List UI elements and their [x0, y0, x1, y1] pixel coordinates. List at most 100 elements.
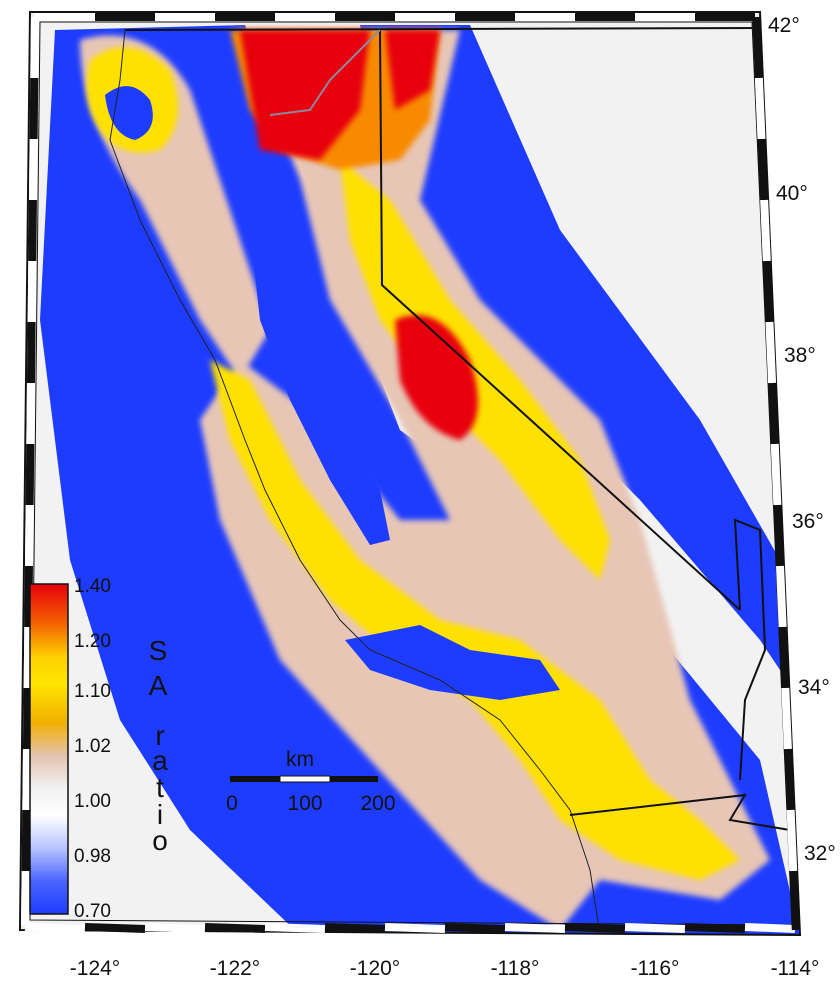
state-border-north: [124, 27, 761, 31]
frame-tick: [773, 504, 785, 567]
frame-tick: [144, 923, 206, 933]
frame-tick: [770, 443, 782, 506]
frame-tick: [29, 77, 39, 140]
frame-tick: [23, 626, 33, 689]
frame-tick: [324, 923, 386, 933]
frame-tick: [24, 504, 34, 567]
frame-tick: [765, 321, 777, 384]
frame-tick: [504, 923, 566, 933]
longitude-tick-label: -116°: [631, 957, 680, 980]
coastline: [109, 29, 601, 935]
river: [269, 29, 381, 116]
frame-tick: [28, 199, 37, 262]
latitude-tick-label: 40°: [776, 182, 808, 205]
frame-tick: [757, 138, 769, 201]
international-border: [569, 793, 791, 831]
scale-bar-segment: [330, 776, 378, 782]
frame-tick: [781, 687, 792, 750]
frame-outer: [18, 11, 802, 937]
scale-bar-segment: [279, 775, 331, 783]
amplification-coastal: [210, 360, 740, 880]
high-ratio-core-central: [395, 315, 478, 440]
high-ratio-core-north: [240, 30, 370, 160]
frame-tick: [25, 443, 35, 506]
frame-tick: [22, 748, 31, 811]
legend-tick-label: 1.20: [74, 631, 111, 652]
frame-tick: [384, 923, 446, 933]
frame-tick: [27, 260, 37, 323]
frame-tick: [24, 923, 86, 933]
frame-tick: [762, 260, 774, 323]
latitude-labels: 42° 40° 38° 36° 34° 32°: [768, 14, 836, 865]
frame-tick: [26, 382, 35, 445]
latitude-tick-label: 32°: [804, 842, 836, 865]
legend-tick-label: 1.02: [74, 736, 111, 757]
frame-tick: [22, 687, 32, 750]
frame-tick: [776, 565, 787, 628]
scale-bar: km 0 100 200: [226, 748, 395, 815]
low-ratio-band-east: [360, 25, 800, 700]
high-ratio-core-northeast: [385, 30, 440, 110]
legend-tick-label: 1.10: [74, 681, 111, 702]
frame-tick: [754, 77, 766, 140]
frame-tick: [760, 199, 771, 262]
frame-tick: [624, 923, 686, 933]
legend-labels: 1.40 1.20 1.10 1.02 1.00 0.98 0.70: [74, 576, 111, 922]
legend-title-letter: r: [155, 720, 164, 751]
latitude-tick-label: 34°: [798, 676, 830, 699]
state-border-colorado-river: [733, 518, 767, 781]
frame-tick: [26, 321, 36, 384]
low-ratio-transverse-ranges: [345, 625, 560, 700]
longitude-tick-label: -114°: [771, 957, 820, 980]
legend-tick-label: 0.98: [74, 846, 111, 867]
frame-tick: [28, 138, 38, 201]
longitude-labels: -124° -122° -120° -118° -116° -114°: [70, 957, 820, 980]
frame-tick: [783, 748, 795, 811]
frame-tick: [21, 809, 31, 872]
low-ratio-central-valley: [250, 230, 390, 545]
longitude-tick-label: -124°: [70, 957, 120, 980]
frame-tick: [789, 870, 800, 931]
frame-tick: [564, 923, 626, 933]
frame-tick: [24, 565, 33, 628]
legend-title-letter: a: [152, 745, 168, 776]
scale-bar-label: 200: [360, 792, 395, 815]
legend-title-letter: S: [149, 635, 168, 666]
scale-bar-label: 0: [226, 792, 238, 815]
legend-title-letter: i: [157, 799, 163, 830]
latitude-tick-label: 36°: [792, 510, 824, 533]
longitude-tick-label: -120°: [350, 957, 400, 980]
frame-tick: [786, 809, 798, 872]
frame-tick: [20, 870, 30, 926]
frame-tick: [30, 16, 39, 79]
longitude-tick-label: -122°: [210, 957, 260, 980]
frame-tick: [204, 923, 266, 933]
frame-tick: [752, 16, 763, 79]
frame-ticks: [20, 13, 800, 933]
frame-tick: [768, 382, 779, 445]
frame-tick: [84, 923, 146, 933]
ratio-halo-central: [200, 30, 770, 930]
frame-tick: [444, 923, 506, 933]
scale-bar-label: 100: [287, 792, 322, 815]
legend-tick-label: 0.70: [74, 901, 111, 922]
scale-bar-segment: [230, 776, 280, 782]
legend-tick-label: 1.40: [74, 576, 111, 597]
frame-tick: [264, 923, 326, 933]
frame-tick: [684, 923, 746, 933]
longitude-tick-label: -118°: [491, 957, 540, 980]
state-border-ca-nv: [379, 29, 741, 611]
scale-bar-labels: 0 100 200: [226, 792, 395, 815]
frame-tick: [744, 923, 796, 933]
legend-colorbar: [29, 583, 69, 915]
frame-tick: [778, 626, 790, 689]
legend-tick-label: 1.00: [74, 791, 111, 812]
latitude-tick-label: 42°: [768, 14, 800, 37]
legend-title-letter: t: [156, 772, 164, 803]
legend-title-letter: A: [149, 670, 168, 701]
